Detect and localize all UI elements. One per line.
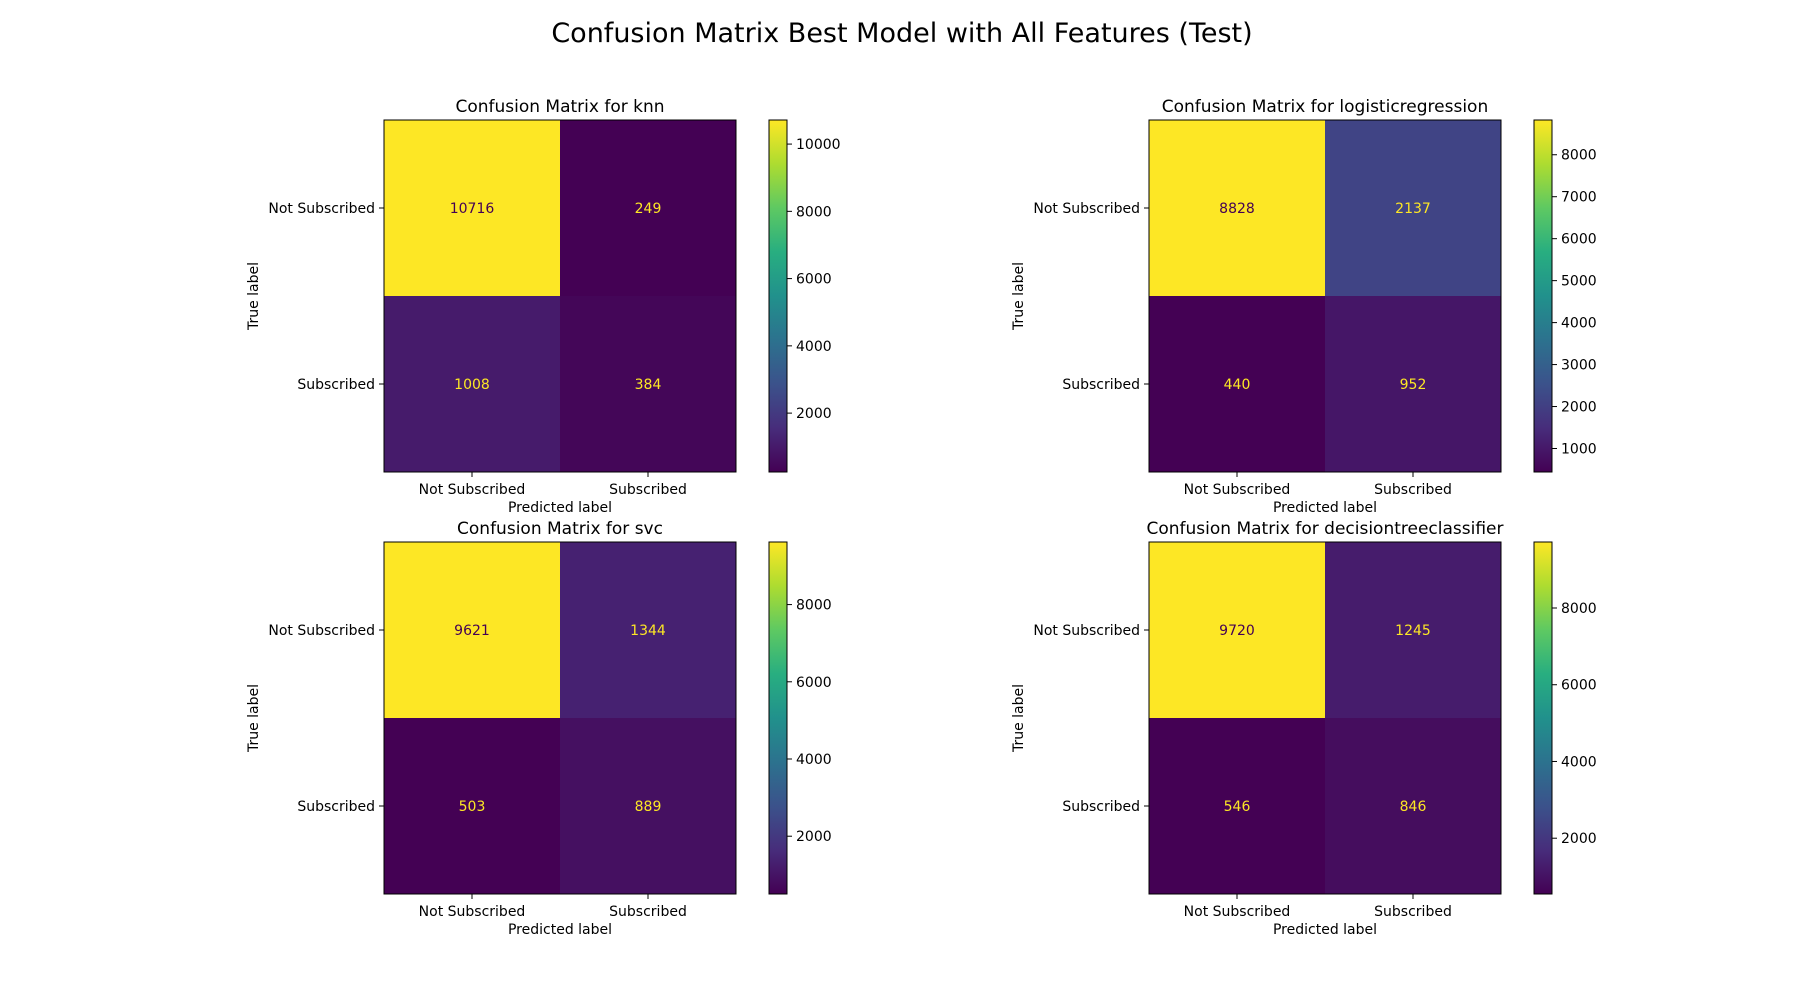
y-tick-label: Subscribed (297, 799, 375, 815)
y-tick-label: Subscribed (297, 377, 375, 393)
confusion-matrix-panel: Confusion Matrix for decisiontreeclassif… (1011, 519, 1597, 938)
cell-value-label: 503 (459, 799, 486, 815)
colorbar-tick-label: 6000 (1561, 232, 1597, 248)
colorbar-tick-label: 2000 (1561, 400, 1597, 416)
matrix-cell (384, 120, 560, 296)
cell-value-label: 1245 (1395, 623, 1431, 639)
colorbar (1533, 541, 1553, 895)
matrix-cell (384, 542, 560, 718)
cell-value-label: 9621 (454, 623, 490, 639)
colorbar-tick-label: 8000 (796, 204, 832, 220)
y-axis-label: True label (246, 684, 262, 753)
confusion-matrix-panel: Confusion Matrix for knn 10716 249 1008 384 N… (246, 97, 841, 516)
x-tick-label: Subscribed (609, 904, 687, 920)
x-tick-label: Not Subscribed (419, 482, 526, 498)
matrix-cell (560, 542, 736, 718)
matrix-cell (384, 296, 560, 472)
colorbar-tick-label: 8000 (796, 598, 832, 614)
panel-title: Confusion Matrix for decisiontreeclassif… (1146, 519, 1503, 539)
x-axis-label: Predicted label (1273, 922, 1377, 938)
colorbar-tick-label: 8000 (1561, 148, 1597, 164)
y-tick-label: Not Subscribed (268, 201, 375, 217)
x-tick-label: Subscribed (1374, 482, 1452, 498)
colorbar-tick-label: 4000 (796, 752, 832, 768)
cell-value-label: 8828 (1219, 201, 1255, 217)
x-tick-label: Not Subscribed (1184, 904, 1291, 920)
colorbar-tick-label: 6000 (796, 675, 832, 691)
y-tick-label: Not Subscribed (1033, 623, 1140, 639)
matrix-cell (1325, 296, 1501, 472)
matrix-frame (383, 119, 737, 473)
cell-value-label: 1344 (630, 623, 666, 639)
panel-title: Confusion Matrix for svc (457, 519, 663, 539)
x-axis-label: Predicted label (508, 922, 612, 938)
y-axis-label: True label (1011, 262, 1027, 331)
cell-value-label: 9720 (1219, 623, 1255, 639)
matrix-cell (1325, 120, 1501, 296)
cell-value-label: 546 (1224, 799, 1251, 815)
colorbar-tick-label: 2000 (796, 829, 832, 845)
matrix-cell (560, 296, 736, 472)
cell-value-label: 846 (1400, 799, 1427, 815)
colorbar-tick-label: 10000 (796, 137, 841, 153)
colorbar-tick-label: 8000 (1561, 601, 1597, 617)
x-tick-label: Subscribed (1374, 904, 1452, 920)
y-tick-label: Subscribed (1062, 799, 1140, 815)
figure-title: Confusion Matrix Best Model with All Fea… (551, 18, 1252, 49)
x-tick-label: Not Subscribed (1184, 482, 1291, 498)
y-tick-label: Subscribed (1062, 377, 1140, 393)
cell-value-label: 952 (1400, 377, 1427, 393)
y-tick-label: Not Subscribed (1033, 201, 1140, 217)
matrix-frame (383, 541, 737, 895)
matrix-cell (1149, 120, 1325, 296)
colorbar-tick-label: 7000 (1561, 190, 1597, 206)
x-axis-label: Predicted label (1273, 500, 1377, 516)
matrix-cell (1149, 296, 1325, 472)
x-tick-label: Subscribed (609, 482, 687, 498)
cell-value-label: 384 (635, 377, 662, 393)
confusion-matrix-panel: Confusion Matrix for logisticregression 8… (1011, 97, 1597, 516)
y-axis-label: True label (246, 262, 262, 331)
matrix-cell (1149, 718, 1325, 894)
matrix-cell (1325, 718, 1501, 894)
colorbar-tick-label: 4000 (1561, 316, 1597, 332)
cell-value-label: 2137 (1395, 201, 1431, 217)
cell-value-label: 889 (635, 799, 662, 815)
cell-value-label: 10716 (450, 201, 495, 217)
matrix-frame (1148, 541, 1502, 895)
panel-title: Confusion Matrix for knn (455, 97, 664, 117)
confusion-matrix-panel: Confusion Matrix for svc 9621 1344 503 889 No… (246, 519, 832, 938)
colorbar-tick-label: 1000 (1561, 441, 1597, 457)
matrix-cell (384, 718, 560, 894)
colorbar (768, 119, 788, 473)
matrix-cell (560, 120, 736, 296)
matrix-cell (1325, 542, 1501, 718)
colorbar-tick-label: 6000 (1561, 678, 1597, 694)
colorbar-tick-label: 3000 (1561, 358, 1597, 374)
cell-value-label: 1008 (454, 377, 490, 393)
y-axis-label: True label (1011, 684, 1027, 753)
colorbar-tick-label: 4000 (1561, 754, 1597, 770)
colorbar (1533, 119, 1553, 473)
cell-value-label: 440 (1224, 377, 1251, 393)
colorbar-tick-label: 2000 (1561, 831, 1597, 847)
colorbar (768, 541, 788, 895)
panel-title: Confusion Matrix for logisticregression (1162, 97, 1488, 117)
colorbar-tick-label: 5000 (1561, 274, 1597, 290)
matrix-frame (1148, 119, 1502, 473)
colorbar-tick-label: 4000 (796, 339, 832, 355)
cell-value-label: 249 (635, 201, 662, 217)
y-tick-label: Not Subscribed (268, 623, 375, 639)
colorbar-tick-label: 2000 (796, 406, 832, 422)
x-tick-label: Not Subscribed (419, 904, 526, 920)
matrix-cell (1149, 542, 1325, 718)
x-axis-label: Predicted label (508, 500, 612, 516)
colorbar-tick-label: 6000 (796, 272, 832, 288)
matrix-cell (560, 718, 736, 894)
